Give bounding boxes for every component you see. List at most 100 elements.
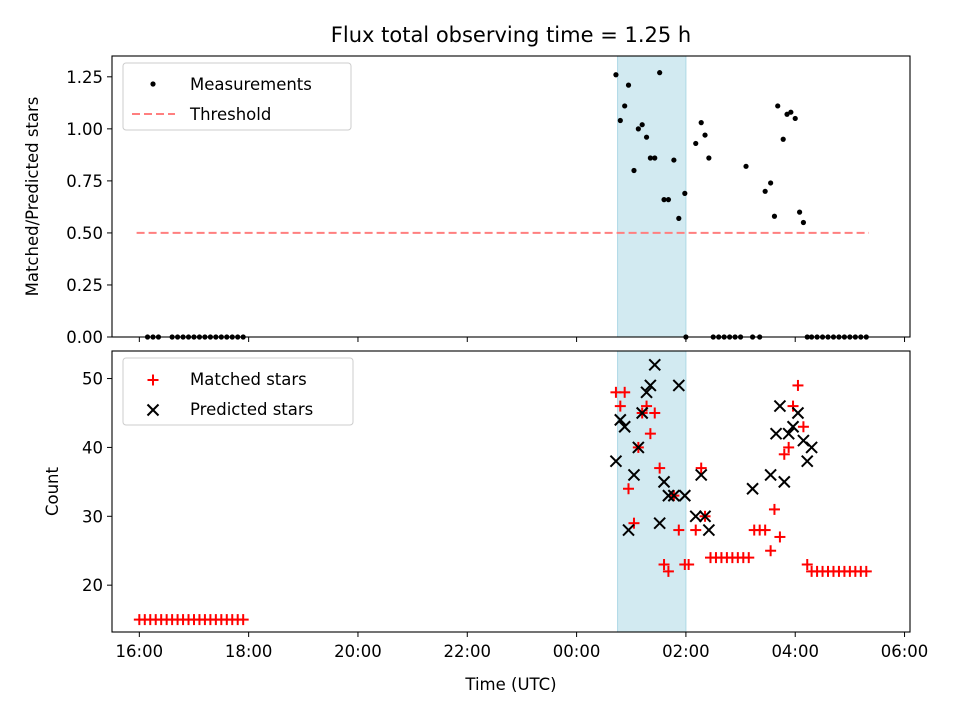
predicted-stars-point xyxy=(778,475,791,489)
y-tick-label: 30 xyxy=(82,507,103,526)
predicted-stars-point xyxy=(644,379,657,392)
predicted-stars-point xyxy=(786,420,800,433)
measurement-point xyxy=(643,134,650,140)
predicted-stars-point xyxy=(695,468,708,482)
observing-window-shade-top xyxy=(617,55,687,338)
measurement-point xyxy=(706,155,712,161)
ratio-axes-frame xyxy=(111,55,911,338)
measurement-point xyxy=(698,120,704,126)
predicted-stars-point xyxy=(609,454,623,468)
matched-stars-point xyxy=(662,565,674,577)
y-tick-label: 1.25 xyxy=(66,68,103,87)
measurement-point xyxy=(639,122,645,128)
measurement-point xyxy=(796,209,803,215)
measurement-point xyxy=(762,188,768,194)
predicted-stars-point xyxy=(689,510,702,523)
x-tick-label: 04:00 xyxy=(771,642,819,661)
predicted-stars-point xyxy=(648,358,661,371)
matched-stars-point xyxy=(690,524,702,536)
predicted-stars-point xyxy=(702,523,716,537)
predicted-stars-point xyxy=(662,489,675,502)
x-tick-label: 00:00 xyxy=(553,642,601,661)
count-axes-frame xyxy=(111,350,911,633)
matched-stars-point xyxy=(774,531,786,543)
predicted-stars-point xyxy=(791,406,805,420)
measurement-point xyxy=(671,157,677,163)
x-tick-label: 02:00 xyxy=(662,642,710,661)
count-legend-box xyxy=(122,357,354,426)
matched-stars-point xyxy=(743,552,755,564)
x-tick-label: 06:00 xyxy=(881,642,929,661)
legend-label-matched-stars: Matched stars xyxy=(190,370,307,389)
predicted-stars-point xyxy=(746,482,759,495)
matched-stars-point xyxy=(765,545,777,557)
measurement-point xyxy=(800,219,807,226)
x-tick-label: 16:00 xyxy=(116,642,164,661)
y-tick-label: 1.00 xyxy=(66,120,103,139)
y-tick-label: 40 xyxy=(82,438,103,457)
matched-stars-point xyxy=(778,448,790,460)
predicted-stars-point xyxy=(667,489,681,502)
measurement-point xyxy=(792,115,798,122)
predicted-stars-point xyxy=(622,523,635,537)
measurement-point xyxy=(613,72,619,78)
x-axis-label: Time (UTC) xyxy=(464,675,556,694)
matched-stars-point xyxy=(623,483,635,495)
predicted-stars-point xyxy=(614,413,627,427)
measurement-point xyxy=(788,109,794,115)
count-panel: 16:00 18:00 20:00 22:00 00:00 02:00 04:00 06:00… xyxy=(43,350,929,694)
predicted-stars-point xyxy=(698,510,712,523)
predicted-stars-point xyxy=(769,427,783,440)
measurement-point xyxy=(702,132,708,138)
measurement-point xyxy=(682,190,688,196)
ratio-legend-box xyxy=(122,62,352,131)
count-y-axis-label: Count xyxy=(43,466,62,516)
matched-stars-point xyxy=(783,441,795,453)
ratio-legend: Measurements Threshold xyxy=(122,62,352,131)
legend-marker-predicted-stars xyxy=(146,403,160,417)
measurement-point xyxy=(657,70,663,76)
predicted-stars-point xyxy=(782,427,795,440)
matched-stars-point xyxy=(614,400,626,412)
matched-stars-point xyxy=(695,462,707,474)
ratio-panel: 0.00 0.25 0.50 0.75 1.00 1.25 Matched/Predict… xyxy=(23,55,911,347)
matched-stars-point xyxy=(658,559,670,571)
measurement-point xyxy=(652,155,658,161)
measurement-point xyxy=(635,126,641,132)
measurement-point xyxy=(743,163,749,169)
y-tick-label: 0.75 xyxy=(66,172,103,191)
legend-label-measurements: Measurements xyxy=(190,75,312,94)
measurement-point xyxy=(617,117,623,124)
measurement-point xyxy=(780,136,786,142)
ratio-y-axis-label: Matched/Predicted stars xyxy=(23,97,42,297)
measurement-point xyxy=(775,103,781,109)
matched-stars-point xyxy=(654,462,666,474)
measurement-point xyxy=(661,197,667,203)
predicted-stars-point xyxy=(764,468,777,482)
measurement-point xyxy=(676,215,682,221)
count-legend: Matched stars Predicted stars xyxy=(122,357,354,426)
legend-label-predicted-stars: Predicted stars xyxy=(190,400,313,419)
measurement-point xyxy=(693,140,699,147)
chart-title: Flux total observing time = 1.25 h xyxy=(331,23,691,47)
y-tick-label: 50 xyxy=(82,370,103,389)
matched-stars-point xyxy=(649,407,661,419)
y-tick-label: 0.00 xyxy=(66,328,103,347)
predicted-stars-point xyxy=(632,441,645,454)
legend-label-threshold: Threshold xyxy=(189,105,271,124)
measurement-point xyxy=(622,103,628,109)
matched-stars-point xyxy=(860,565,872,577)
measurement-point xyxy=(625,82,632,88)
predicted-stars-point xyxy=(640,386,653,399)
legend-marker-matched-stars xyxy=(147,374,159,386)
predicted-stars-point xyxy=(635,406,649,420)
measurement-point xyxy=(665,197,672,203)
measurement-point xyxy=(784,111,790,117)
x-tick-label: 22:00 xyxy=(443,642,491,661)
matched-stars-point xyxy=(801,559,813,571)
predicted-stars-point xyxy=(672,379,686,392)
matched-stars-point xyxy=(673,524,685,536)
legend-marker-measurements xyxy=(150,81,156,87)
predicted-stars-point xyxy=(773,399,787,413)
